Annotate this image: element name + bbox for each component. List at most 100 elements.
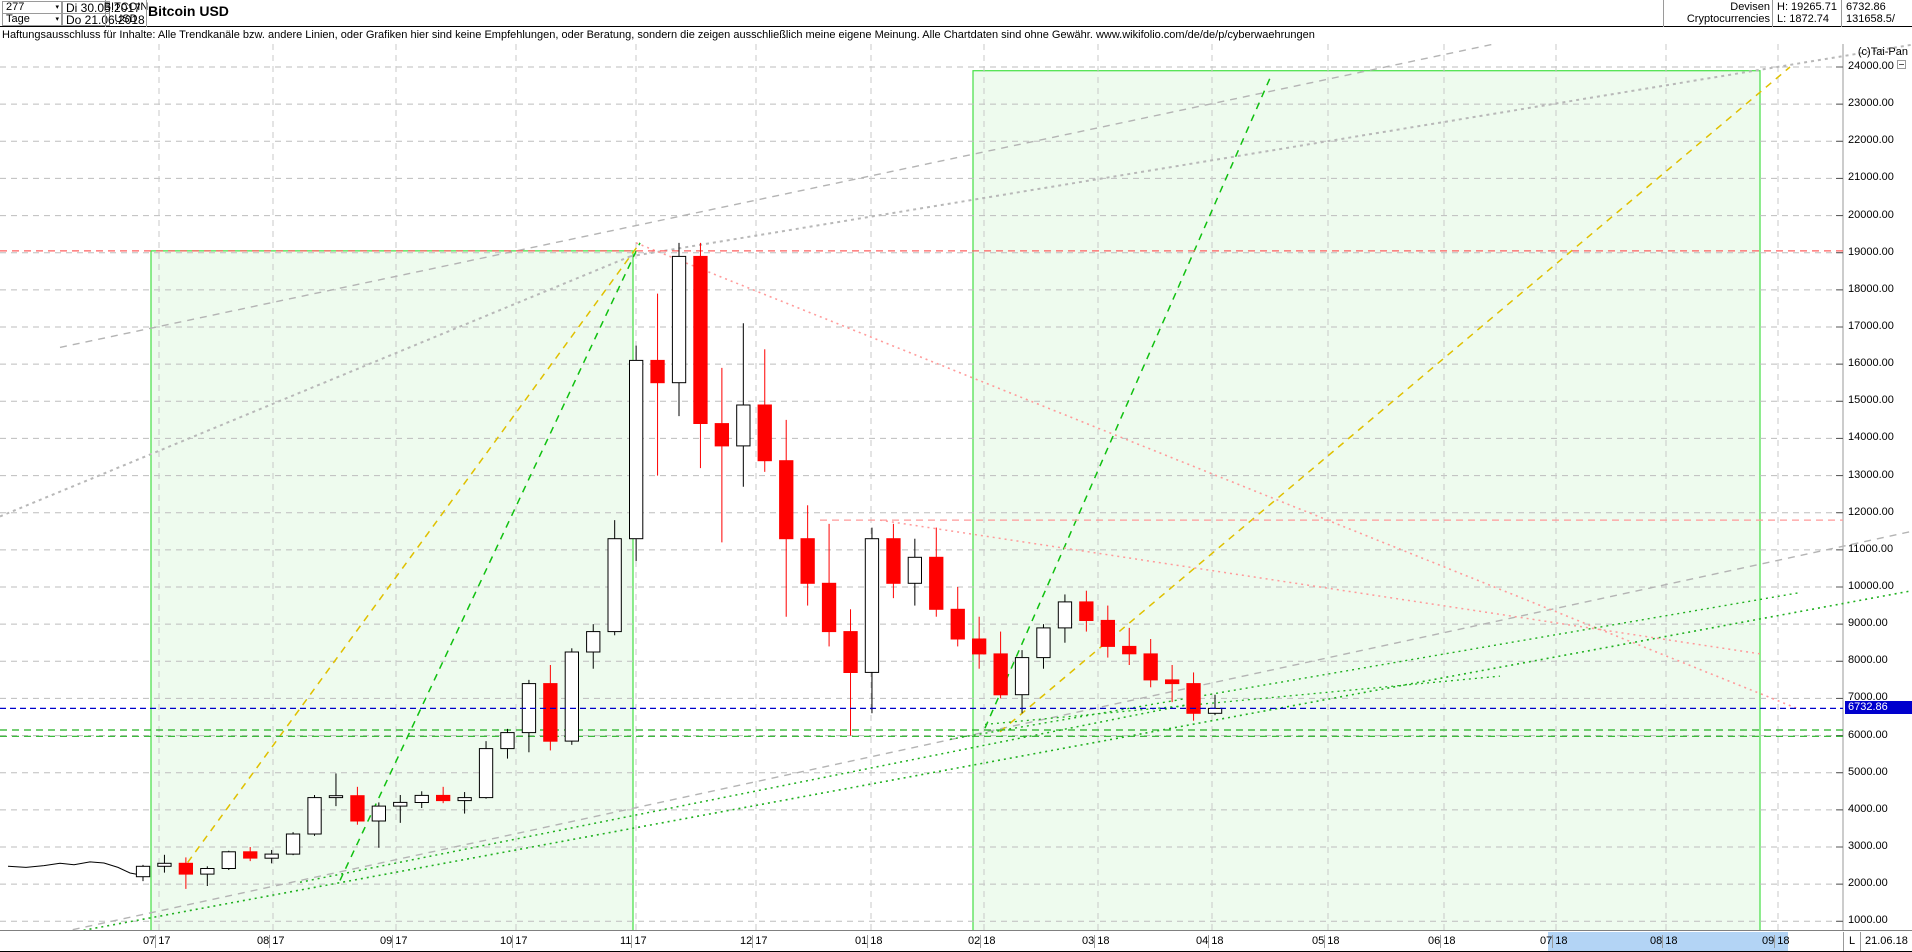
price-tick-label: 20000.00 (1848, 208, 1894, 221)
date-tick-month: 04 (1196, 935, 1209, 947)
collapse-axis-button[interactable] (1897, 60, 1906, 69)
axis-end-divider-2 (1860, 932, 1861, 951)
date-tick: 06 18 (1428, 935, 1456, 948)
chevron-down-icon: ▾ (55, 16, 59, 23)
market-category-label: Cryptocurrencies (1686, 13, 1770, 25)
bar-count-value: 277 (6, 1, 25, 13)
date-tick: 02 18 (968, 935, 996, 948)
date-tick-year: 18 (983, 935, 996, 947)
date-tick-separator (980, 935, 982, 948)
price-tick-label: 2000.00 (1848, 877, 1888, 890)
date-tick: 08 17 (257, 935, 285, 948)
price-tick-label: 17000.00 (1848, 320, 1894, 332)
price-tick-label: 10000.00 (1848, 580, 1894, 592)
date-tick-month: 09 (1762, 935, 1775, 947)
price-tick-label: 3000.00 (1848, 840, 1888, 852)
price-tick-label: 4000.00 (1848, 802, 1888, 815)
date-tick-year: 17 (158, 935, 171, 947)
date-tick-separator (1774, 935, 1776, 948)
date-tick-month: 09 (380, 935, 393, 947)
date-tick: 03 18 (1082, 935, 1110, 948)
date-tick-year: 18 (1665, 935, 1678, 947)
date-tick-separator (1208, 935, 1210, 948)
date-axis-scrollbar[interactable]: 07 17 08 17 09 17 10 17 11 17 12 17 01 18 02 18 03 18 04 18… (0, 930, 1912, 952)
date-tick-separator (155, 935, 157, 948)
period-low-value: L: 1872.74 (1777, 13, 1829, 25)
chart-canvas-area[interactable]: (c)Tai-Pan 1000.00 2000.00 3000.00 4000.00 5… (0, 44, 1912, 930)
price-tick-label: 21000.00 (1848, 171, 1894, 184)
price-tick-label: 18000.00 (1848, 282, 1894, 295)
price-tick-label: 24000.00 (1848, 60, 1894, 72)
date-tick-year: 17 (272, 935, 285, 947)
date-tick-separator (269, 935, 271, 948)
candle-series (135, 242, 1223, 889)
toolbar-divider-3 (1663, 0, 1664, 27)
bar-unit-dropdown[interactable]: Tage ▾ (2, 13, 62, 26)
date-tick-year: 18 (1327, 935, 1340, 947)
date-tick-year: 18 (870, 935, 883, 947)
date-tick: 08 18 (1650, 935, 1678, 948)
price-tick-label: 19000.00 (1848, 245, 1894, 258)
top-toolbar: 277 ▾ Tage ▾ Di 30.05.2017 Do 21.06.2018… (0, 0, 1912, 27)
page-title: Bitcoin USD (148, 3, 229, 19)
date-tick-separator (1094, 935, 1096, 948)
date-tick-separator (1662, 935, 1664, 948)
price-tick-label: 22000.00 (1848, 134, 1894, 147)
price-chart[interactable] (0, 44, 1912, 930)
price-tick-label: 7000.00 (1848, 691, 1888, 704)
date-tick: 10 17 (500, 935, 528, 948)
volume-value: 131658.5/ (1846, 13, 1895, 25)
watermark-label: (c)Tai-Pan (1857, 46, 1908, 58)
price-tick-label: 5000.00 (1848, 765, 1888, 778)
date-tick: 01 18 (855, 935, 883, 948)
date-tick-separator (867, 935, 869, 948)
date-tick-year: 18 (1443, 935, 1456, 947)
date-tick-month: 07 (143, 935, 156, 947)
price-tick-label: 16000.00 (1848, 357, 1894, 370)
date-tick-month: 07 (1540, 935, 1553, 947)
bar-unit-value: Tage (6, 13, 30, 25)
date-tick-month: 08 (257, 935, 270, 947)
date-tick-separator (1552, 935, 1554, 948)
date-tick-month: 10 (500, 935, 513, 947)
date-tick-year: 17 (395, 935, 408, 947)
price-tick-label: 11000.00 (1848, 542, 1894, 555)
date-tick: 04 18 (1196, 935, 1224, 948)
axis-end-date: 21.06.18 (1865, 935, 1908, 947)
date-tick-separator (392, 935, 394, 948)
date-to-field[interactable] (62, 13, 110, 26)
date-tick-month: 06 (1428, 935, 1441, 947)
date-tick: 11 17 (620, 935, 647, 948)
date-tick: 07 17 (143, 935, 171, 948)
price-tick-label: 1000.00 (1848, 914, 1888, 927)
period-high-value: H: 19265.71 (1777, 1, 1837, 13)
date-tick-year: 18 (1211, 935, 1224, 947)
date-tick-month: 08 (1650, 935, 1663, 947)
date-tick-separator (1440, 935, 1442, 948)
price-tick-label: 23000.00 (1848, 97, 1894, 110)
chevron-down-icon: ▾ (55, 4, 59, 11)
date-tick: 05 18 (1312, 935, 1340, 948)
date-tick-month: 05 (1312, 935, 1325, 947)
price-tick-label: 9000.00 (1848, 617, 1888, 630)
date-tick-month: 11 (620, 935, 632, 947)
horizontal-scroll-thumb[interactable] (1548, 932, 1788, 951)
price-tick-label: 12000.00 (1848, 505, 1894, 518)
price-tick-label: 13000.00 (1848, 468, 1894, 481)
date-tick-separator (1324, 935, 1326, 948)
date-tick-month: 03 (1082, 935, 1095, 947)
price-tick-label: 6000.00 (1848, 728, 1888, 741)
date-tick: 09 17 (380, 935, 408, 948)
date-tick-year: 17 (634, 935, 647, 947)
last-price-value: 6732.86 (1846, 1, 1886, 13)
disclaimer-text: Haftungsausschluss für Inhalte: Alle Tre… (2, 29, 1315, 41)
date-tick-year: 18 (1555, 935, 1568, 947)
date-tick: 09 18 (1762, 935, 1790, 948)
toolbar-divider-4 (1772, 0, 1773, 27)
axis-end-divider (1843, 932, 1844, 951)
date-tick-month: 02 (968, 935, 981, 947)
toolbar-divider-5 (1841, 0, 1842, 27)
symbol-code: BITCOIN (103, 1, 149, 13)
toolbar-divider-1 (105, 0, 106, 27)
